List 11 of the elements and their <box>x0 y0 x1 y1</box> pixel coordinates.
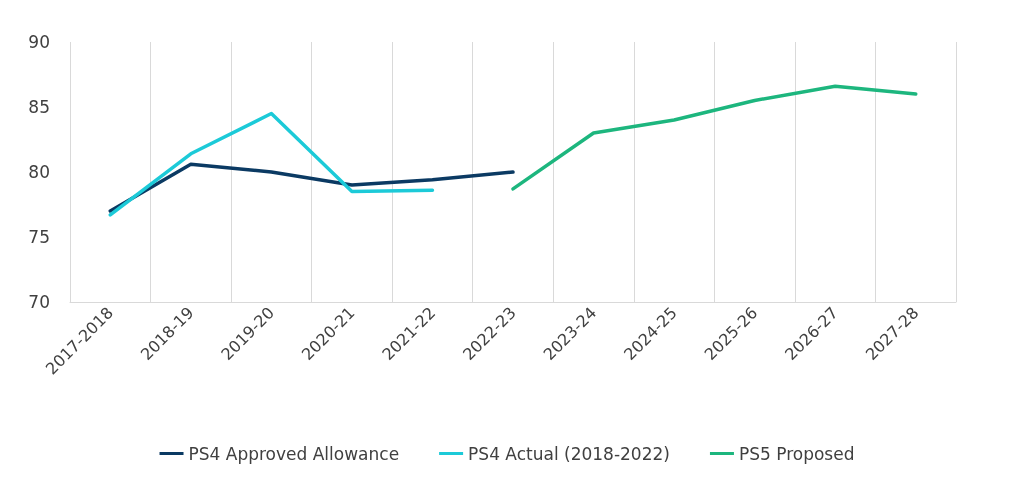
legend-label: PS5 Proposed <box>738 443 855 464</box>
legend-label: PS4 Approved Allowance <box>188 443 400 464</box>
line-series <box>108 162 515 213</box>
y-tick-label: 85 <box>28 97 50 117</box>
line-series <box>511 84 918 191</box>
legend-label: PS4 Actual (2018-2022) <box>468 443 670 464</box>
y-tick-label: 90 <box>28 32 50 52</box>
line-series <box>108 111 435 217</box>
y-tick-label: 75 <box>28 227 50 247</box>
y-tick-label: 80 <box>28 162 50 182</box>
y-tick-label: 70 <box>28 292 50 312</box>
